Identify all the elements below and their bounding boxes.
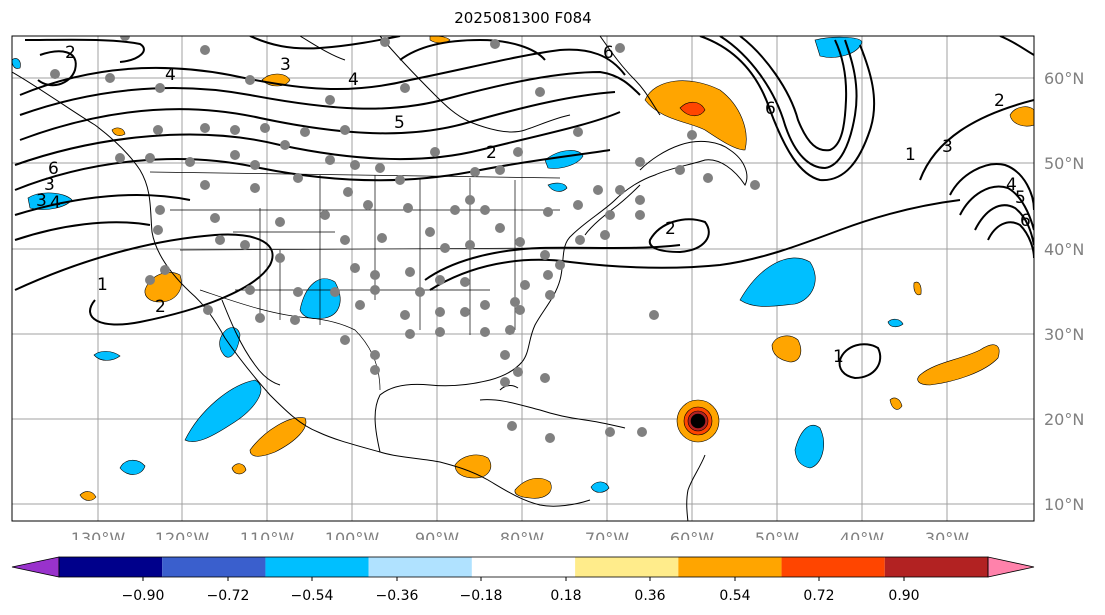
lat-label: 10°N: [1044, 495, 1084, 514]
lat-label: 50°N: [1044, 154, 1084, 173]
map-frame: [11, 35, 1035, 522]
contour-labels: 2 4 3 4 5 2 6 3 6 2 1 3 4 5 6 6 4 3 1 2 …: [36, 43, 1031, 367]
longitude-labels: 130°W 120°W 110°W 100°W 90°W 80°W 70°W 6…: [71, 529, 969, 540]
colorbar-tick-label: 0.72: [803, 588, 834, 604]
positive-anomaly-patches: [79, 36, 1034, 501]
height-contours: [14, 36, 1034, 380]
contour-label: 4: [348, 70, 359, 90]
colorbar-swatch: [781, 557, 885, 577]
lon-label: 40°W: [840, 529, 884, 540]
colorbar-low-arrow: [11, 556, 60, 578]
lon-label: 90°W: [415, 529, 459, 540]
contour-label: 3: [280, 55, 291, 75]
lon-label: 50°W: [755, 529, 799, 540]
contour-label: 1: [97, 275, 108, 295]
lat-label: 30°N: [1044, 325, 1084, 344]
lon-label: 70°W: [585, 529, 629, 540]
colorbar-tick-label: −0.90: [122, 588, 165, 604]
colorbar-swatch: [162, 557, 266, 577]
colorbar-tick-label: 0.36: [634, 588, 665, 604]
contour-label: 1: [833, 347, 844, 367]
colorbar-high-arrow: [987, 556, 1035, 578]
lon-label: 130°W: [71, 529, 126, 540]
contour-label: 6: [1020, 211, 1031, 231]
lon-label: 30°W: [925, 529, 969, 540]
map-title: 2025081300 F084: [454, 9, 592, 27]
latitude-labels: 60°N 50°N 40°N 30°N 20°N 10°N: [1044, 69, 1084, 514]
contour-label: 2: [994, 91, 1005, 111]
lon-label: 80°W: [500, 529, 544, 540]
colorbar-frame: [58, 556, 989, 578]
lon-label: 120°W: [155, 529, 210, 540]
colorbar-swatch: [678, 557, 782, 577]
contour-label: 6: [48, 159, 59, 179]
lon-label: 110°W: [240, 529, 295, 540]
contour-label: 3: [942, 137, 953, 157]
colorbar-tick-label: −0.54: [291, 588, 334, 604]
lat-label: 40°N: [1044, 240, 1084, 259]
colorbar-swatch: [471, 557, 576, 577]
colorbar-swatches: [11, 556, 1035, 578]
contour-label: 6: [603, 43, 614, 63]
contour-label: 3: [44, 175, 55, 195]
contour-label: 2: [155, 297, 166, 317]
colorbar-swatch: [59, 557, 163, 577]
colorbar-tick-label: −0.18: [460, 588, 503, 604]
lon-label: 60°W: [670, 529, 714, 540]
contour-label: 5: [1015, 188, 1026, 208]
colorbar-swatch: [884, 557, 988, 577]
colorbar-tick-label: 0.18: [550, 588, 581, 604]
colorbar-swatch: [368, 557, 472, 577]
colorbar-swatch: [575, 557, 679, 577]
colorbar-labels: −0.90 −0.72 −0.54 −0.36 −0.18 0.18 0.36 …: [122, 588, 920, 604]
contour-label: 2: [665, 219, 676, 239]
colorbar-tick-label: −0.72: [207, 588, 250, 604]
colorbar-tick-label: 0.54: [719, 588, 750, 604]
colorbar-swatch: [265, 557, 369, 577]
lon-label: 100°W: [325, 529, 380, 540]
contour-label: 4: [1006, 175, 1017, 195]
contour-label: 5: [394, 113, 405, 133]
contour-label: 6: [765, 99, 776, 119]
contour-label: 4: [50, 193, 61, 213]
contour-label: 2: [486, 143, 497, 163]
lat-label: 20°N: [1044, 410, 1084, 429]
forecast-map: 2 4 3 4 5 2 6 3 6 2 1 3 4 5 6 6 4 3 1 2 …: [11, 35, 1084, 540]
colorbar-ticks: [142, 577, 905, 581]
lat-label: 60°N: [1044, 69, 1084, 88]
colorbar: −0.90 −0.72 −0.54 −0.36 −0.18 0.18 0.36 …: [11, 556, 1035, 604]
contour-label: 4: [165, 65, 176, 85]
contour-label: 2: [65, 43, 76, 63]
political-borders: [149, 171, 561, 391]
colorbar-tick-label: 0.90: [888, 588, 919, 604]
contour-label: 1: [905, 145, 916, 165]
station-dots: [50, 36, 760, 443]
colorbar-tick-label: −0.36: [376, 588, 419, 604]
contour-label: 3: [36, 191, 47, 211]
